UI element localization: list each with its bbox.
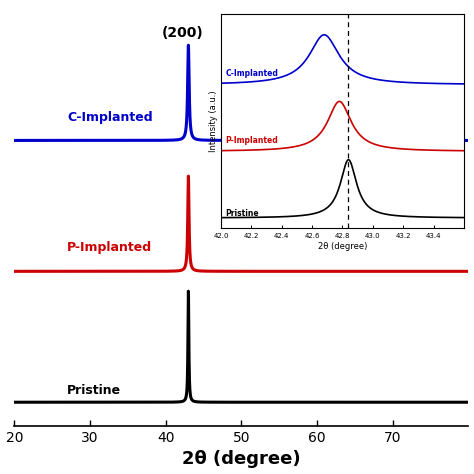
Text: C-Implanted: C-Implanted <box>67 110 153 124</box>
Text: P-Implanted: P-Implanted <box>67 241 153 255</box>
X-axis label: 2θ (degree): 2θ (degree) <box>182 450 301 468</box>
Text: (200): (200) <box>162 26 203 40</box>
Text: Pristine: Pristine <box>67 384 121 397</box>
